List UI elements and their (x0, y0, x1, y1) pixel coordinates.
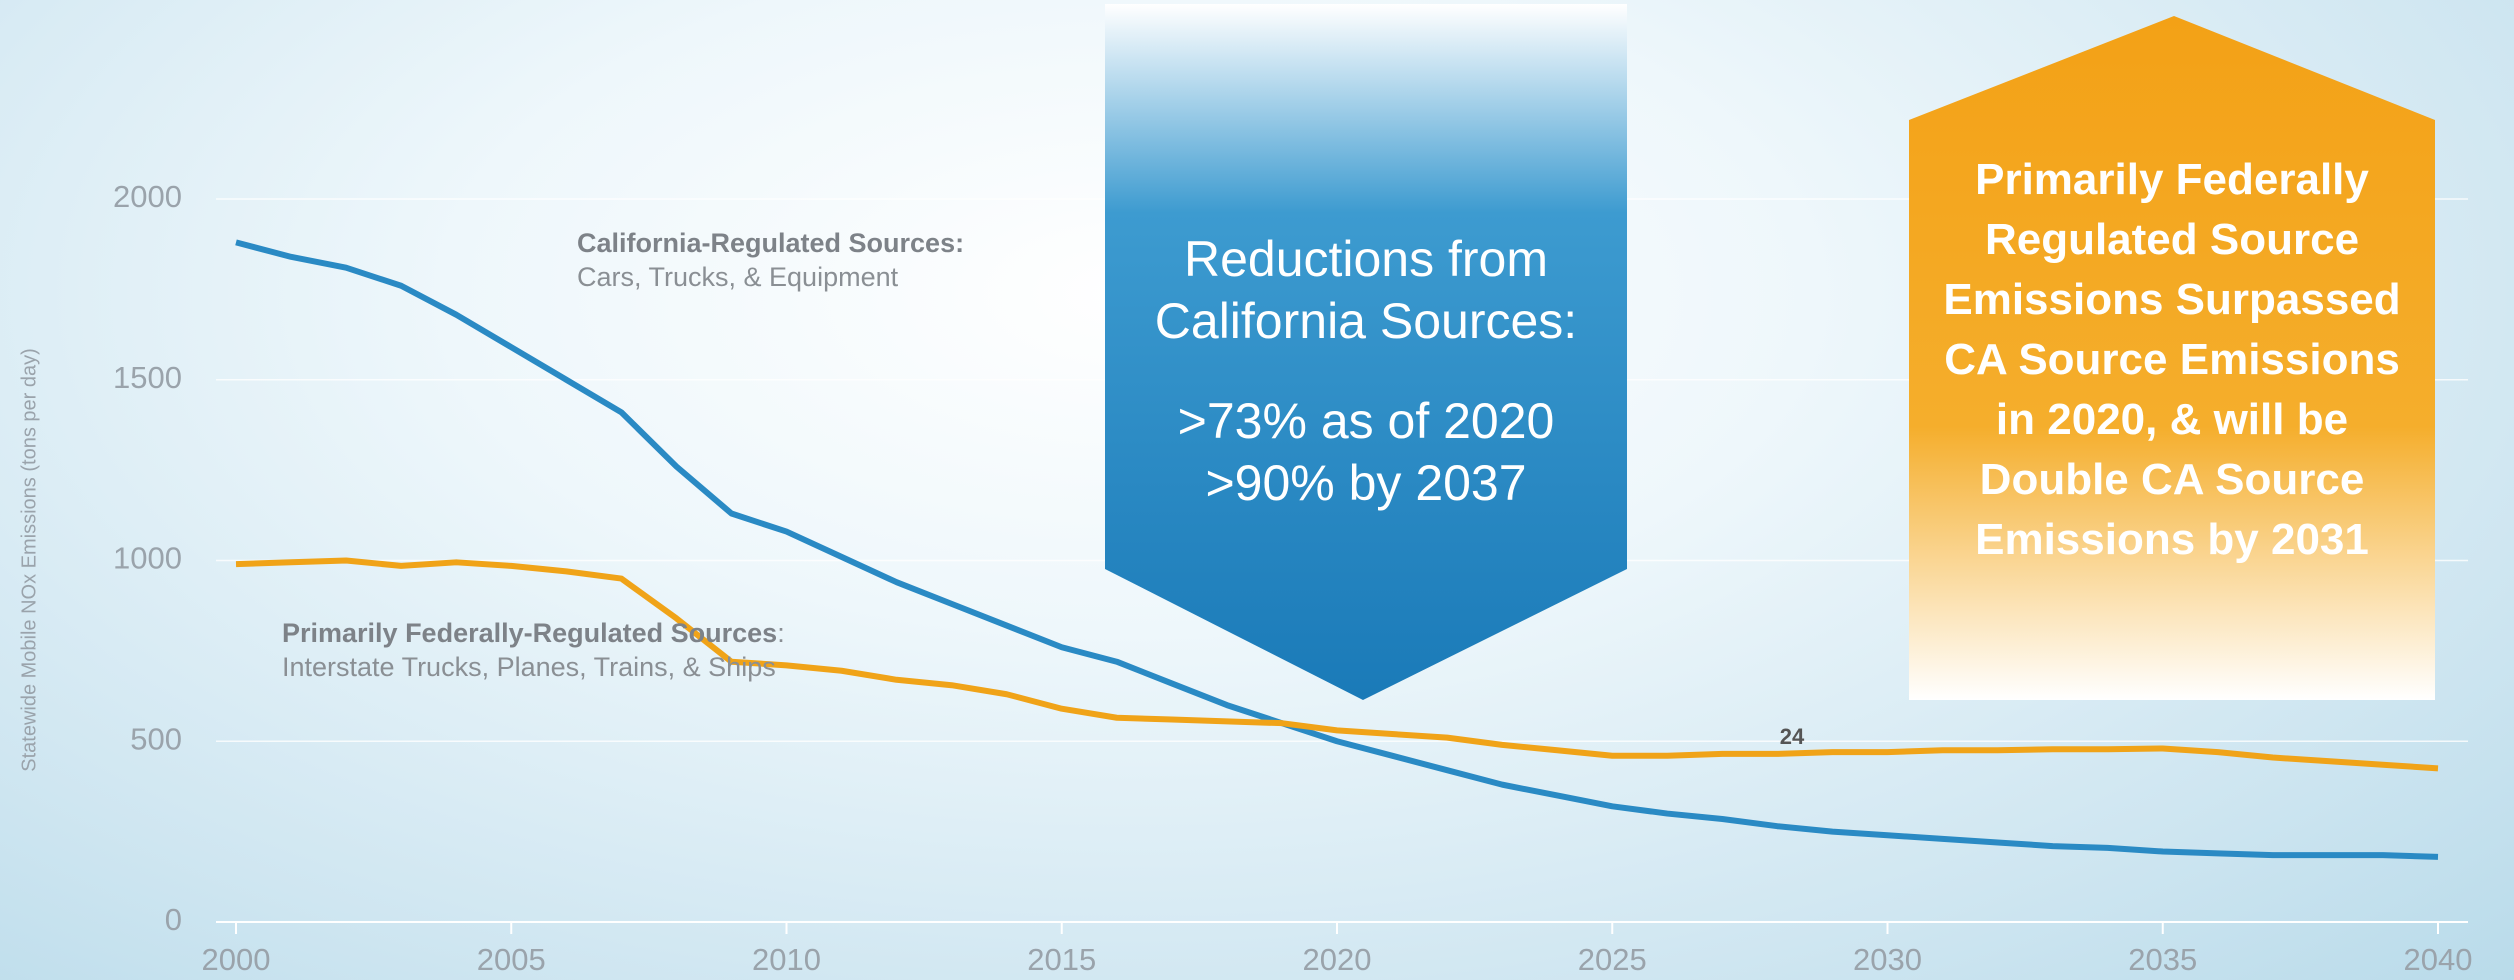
blue-callout-line2: >90% by 2037 (1205, 455, 1527, 511)
y-axis-label: Statewide Mobile NOx Emissions (tons per… (18, 348, 40, 772)
blue-callout-shape (1105, 4, 1627, 700)
y-tick-label: 1000 (113, 541, 182, 576)
x-tick-label: 2005 (477, 942, 546, 977)
series-line (235, 557, 2439, 772)
ca-label: California-Regulated Sources: Cars, Truc… (577, 226, 964, 294)
y-tick-label: 2000 (113, 179, 182, 214)
y-tick-label: 500 (130, 721, 182, 756)
ca-text: Cars, Trucks, & Equipment (577, 262, 899, 292)
orange-callout: Primarily Federally Regulated Source Emi… (1943, 155, 2401, 564)
fed-label: Primarily Federally-Regulated Sources: I… (282, 616, 802, 684)
x-tick-label: 2040 (2404, 942, 2473, 977)
blue-callout-line1: >73% as of 2020 (1177, 393, 1555, 449)
x-tick-label: 2010 (752, 942, 821, 977)
y-tick-label: 0 (165, 902, 182, 937)
x-tick-label: 2020 (1303, 942, 1372, 977)
x-tick-label: 2025 (1578, 942, 1647, 977)
fed-title: Primarily Federally-Regulated Sources (282, 618, 778, 648)
orange-callout-shape (1909, 16, 2435, 700)
ca-title: California-Regulated Sources: (577, 228, 965, 258)
blue-callout: Reductions from California Sources: >73%… (1115, 228, 1617, 514)
marker-label: 24 (1780, 724, 1805, 749)
series-line (235, 239, 2439, 860)
x-tick-label: 2015 (1027, 942, 1096, 977)
x-tick-label: 2000 (202, 942, 271, 977)
x-tick-label: 2030 (1853, 942, 1922, 977)
blue-callout-title: Reductions from California Sources: (1154, 231, 1578, 349)
fed-text: : Interstate Trucks, Planes, Trains, & S… (282, 618, 785, 682)
x-tick-label: 2035 (2128, 942, 2197, 977)
y-tick-label: 1500 (113, 360, 182, 395)
